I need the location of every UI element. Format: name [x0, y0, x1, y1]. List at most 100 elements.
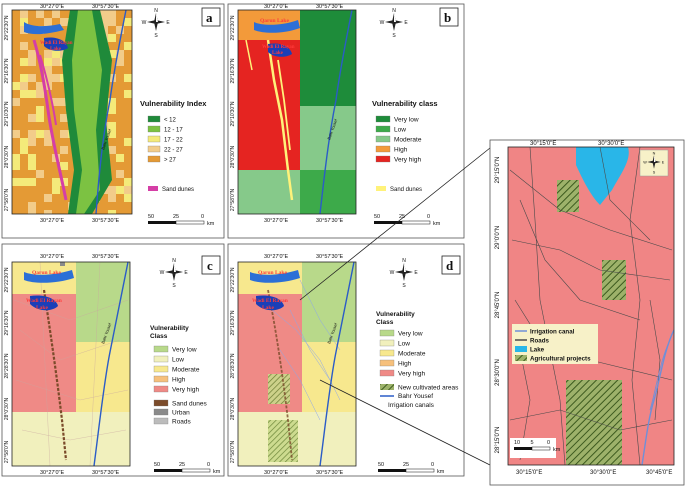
svg-text:N: N: [392, 8, 396, 14]
legend-swatch: [153, 417, 169, 425]
panel-c: Qarun Lake Wadi El Rayan Lake Bahr Youse…: [1, 243, 225, 477]
legend-swatch: [153, 355, 169, 363]
svg-text:10: 10: [514, 440, 520, 446]
inset-compass-icon: N S E W: [643, 152, 665, 175]
panel-c-qarun-label: Qarun Lake: [32, 270, 61, 276]
svg-text:W: W: [142, 20, 147, 26]
panel-a-sand-label: Sand dunes: [162, 187, 194, 193]
lat-label: 29°10'30"N: [4, 101, 10, 126]
panel-d-lake-label: Wadi El Rayan: [252, 298, 288, 304]
panel-b-legend: Very low Low Moderate High Very high: [375, 115, 422, 164]
lat-label: 29°0'0"N: [495, 226, 501, 249]
panel-b-scale-bar: 50 25 0km: [374, 214, 441, 227]
panel-a-compass-icon: N S E W: [142, 8, 171, 39]
legend-swatch: [147, 145, 161, 153]
legend-swatch: [379, 349, 395, 357]
panel-a-legend-title: Vulnerability Index: [140, 99, 207, 108]
panel-b-sand-swatch: [376, 186, 386, 191]
panel-b-lon-top-2: 30°57'30"E: [316, 4, 344, 10]
legend-label: Very low: [172, 347, 197, 354]
lat-label: 29°15'0"N: [495, 157, 501, 184]
lat-label: 28°0'30"N: [230, 397, 236, 420]
legend-label: High: [394, 147, 408, 154]
panel-b-lon-bottom-2: 30°57'30"E: [316, 218, 344, 224]
legend-label: Very low: [394, 117, 419, 124]
panel-c-lon-top-2: 30°57'30"E: [92, 254, 120, 260]
panel-c-lon-top-1: 30°27'0"E: [40, 254, 64, 260]
panel-a-lake-label-2: Lake: [50, 47, 62, 52]
panel-b-map: [238, 10, 356, 214]
lat-label: 27°58'0"N: [230, 440, 236, 463]
panel-d-compass-icon: N S E W: [390, 258, 419, 289]
lat-label: 28°28'30"N: [4, 353, 10, 378]
panel-d-legend-title-2: Class: [376, 319, 394, 326]
panel-c-extra-legend: Sand dunes Urban Roads: [153, 399, 207, 426]
legend-label: Bahr Yousef: [398, 393, 433, 400]
legend-swatch: [375, 145, 391, 153]
panel-c-legend: Very low Low Moderate High Very high: [153, 345, 200, 394]
legend-label: Sand dunes: [172, 401, 207, 408]
svg-text:0: 0: [431, 462, 434, 468]
panel-d-map: [238, 262, 356, 466]
lat-label: 29°16'30"N: [230, 58, 236, 83]
panel-d-lon-bottom-1: 30°27'0"E: [264, 470, 288, 476]
lat-label: 29°22'30"N: [4, 15, 10, 40]
panel-d-scale-bar: 50 25 0km: [378, 462, 445, 475]
panel-b-sand-label: Sand dunes: [390, 187, 422, 193]
legend-swatch: [153, 408, 169, 416]
panel-a-scale-bar: 50 25 0km: [148, 214, 215, 227]
legend-label: Low: [172, 357, 184, 364]
svg-text:km: km: [433, 221, 441, 227]
svg-text:E: E: [662, 161, 665, 165]
legend-swatch: [375, 125, 391, 133]
legend-swatch: [375, 135, 391, 143]
legend-label: Moderate: [172, 367, 200, 374]
legend-swatch: [379, 339, 395, 347]
panel-a-letter: a: [206, 10, 213, 25]
legend-swatch: [147, 155, 161, 163]
legend-label: Lake: [530, 347, 545, 354]
panel-d-legend-title-1: Vulnerability: [376, 311, 415, 318]
inset-lat-labels: 29°15'0"N 29°0'0"N 28°45'0"N 28°30'0"N 28°15…: [495, 157, 501, 454]
legend-label: Irrigation canal: [530, 329, 575, 336]
svg-text:W: W: [643, 161, 647, 165]
svg-text:E: E: [184, 270, 188, 276]
svg-text:S: S: [653, 170, 656, 174]
svg-text:km: km: [437, 469, 445, 475]
svg-text:25: 25: [399, 214, 405, 220]
lat-label: 27°58'0"N: [4, 188, 10, 211]
panel-c-letter-box: [201, 255, 221, 275]
panel-c-compass-icon: N S E W: [160, 258, 189, 289]
panel-d-lon-top-2: 30°57'30"E: [316, 254, 344, 260]
legend-label: High: [172, 377, 186, 384]
inset-lon-top-2: 30°30'0"E: [598, 141, 624, 147]
svg-text:25: 25: [403, 462, 409, 468]
panel-c-lon-bottom-2: 30°57'30"E: [92, 470, 120, 476]
svg-text:0: 0: [427, 214, 430, 220]
legend-label: Very high: [394, 157, 421, 164]
panel-c-lon-bottom-1: 30°27'0"E: [40, 470, 64, 476]
panel-d-lat-labels: 29°22'30"N 29°16'30"N 28°28'30"N 28°0'30"N 2…: [230, 267, 236, 463]
lat-label: 28°0'30"N: [4, 397, 10, 420]
panel-b-lat-labels: 29°22'30"N 29°16'30"N 29°10'30"N 28°0'30"N 2…: [230, 15, 236, 211]
legend-swatch: [147, 135, 161, 143]
panel-b-lon-top-1: 30°27'0"E: [264, 4, 288, 10]
panel-b-lake-label-2: Lake: [272, 51, 284, 56]
legend-swatch: [153, 345, 169, 353]
legend-label: Moderate: [394, 137, 422, 144]
panel-c-map: [12, 262, 130, 466]
panel-a-map: [12, 10, 132, 214]
panel-d-lon-top-1: 30°27'0"E: [264, 254, 288, 260]
svg-text:0: 0: [201, 214, 204, 220]
legend-label: 17 - 22: [164, 138, 183, 144]
panel-a-lat-labels: 29°22'30"N 29°16'30"N 29°10'30"N 28°0'30"N 2…: [4, 15, 10, 211]
lat-label: 27°58'0"N: [4, 440, 10, 463]
lat-label: 29°22'30"N: [4, 267, 10, 292]
svg-text:km: km: [207, 221, 215, 227]
svg-text:S: S: [392, 33, 396, 39]
svg-text:50: 50: [374, 214, 380, 220]
lat-label: 28°28'30"N: [230, 353, 236, 378]
panel-b-letter: b: [444, 10, 451, 25]
lat-label: 29°22'30"N: [230, 267, 236, 292]
